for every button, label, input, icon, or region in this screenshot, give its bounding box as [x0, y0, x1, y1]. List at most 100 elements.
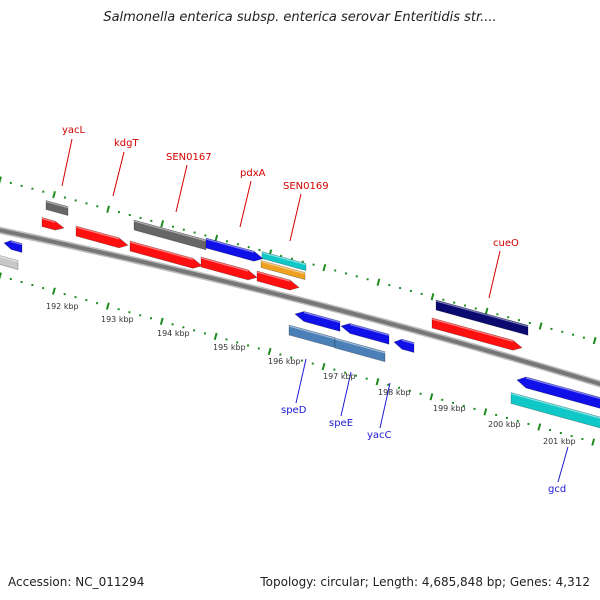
- gene-label-pdxA[interactable]: pdxA: [240, 168, 266, 179]
- scale-dot: [247, 344, 250, 347]
- scale-dot: [451, 401, 454, 404]
- gene-label-cueO[interactable]: cueO: [493, 238, 519, 249]
- scale-dot: [117, 308, 120, 311]
- gene-arrow-left-blue-highlight: [11, 240, 23, 246]
- scale-dot: [182, 326, 185, 329]
- scale-dot: [420, 292, 423, 295]
- scale-dot: [312, 263, 315, 266]
- gene-arrow-SEN0169[interactable]: [256, 270, 300, 291]
- gene-arrow-yacL-gray-highlight: [45, 200, 69, 209]
- scale-tick: [52, 190, 56, 199]
- gene-arrow-speE-highlight: [349, 323, 390, 336]
- scale-dot: [311, 362, 314, 365]
- gene-arrow-yacL[interactable]: [41, 217, 65, 231]
- gene-arrow-left-gray[interactable]: [0, 255, 19, 270]
- gene-arrow-yacL-gray[interactable]: [45, 200, 69, 216]
- gene-arrow-SEN0167[interactable]: [129, 240, 203, 269]
- scale-dot: [226, 240, 229, 243]
- scale-tick: [321, 362, 326, 371]
- scale-tick: [430, 293, 435, 301]
- gene-arrow-SEN0169-cyan[interactable]: [261, 251, 307, 271]
- scale-dot: [225, 338, 228, 341]
- gene-arrow-pdxA[interactable]: [200, 256, 258, 281]
- leader-SEN0167: [175, 164, 188, 213]
- scale-dot: [561, 330, 564, 333]
- gene-arrow-speE[interactable]: [340, 323, 390, 345]
- gene-arrow-left-gray-highlight: [0, 255, 19, 263]
- gene-arrow-speD-steel-highlight: [288, 325, 336, 340]
- gene-arrow-SEN0167-gray[interactable]: [133, 219, 207, 251]
- scale-dot: [419, 392, 422, 395]
- scale-dot: [149, 317, 152, 320]
- gene-arrow-kdgT[interactable]: [75, 225, 129, 249]
- scale-dot: [96, 205, 99, 208]
- gene-arrow-cueO[interactable]: [431, 317, 523, 351]
- gene-label-yacL[interactable]: yacL: [62, 125, 86, 136]
- gene-label-gcd[interactable]: gcd: [548, 484, 566, 495]
- map-title: Salmonella enterica subsp. enterica sero…: [103, 10, 497, 25]
- scale-dot: [559, 432, 562, 435]
- scale-dot: [85, 299, 88, 302]
- gene-label-SEN0169[interactable]: SEN0169: [283, 181, 329, 192]
- scale-tick: [267, 347, 272, 356]
- gene-arrow-gcd[interactable]: [516, 376, 600, 410]
- scale-tick: [159, 317, 164, 325]
- scale-dot: [473, 407, 476, 410]
- scale-dot: [550, 327, 553, 330]
- gene-label-speD[interactable]: speD: [281, 405, 307, 416]
- gene-arrow-speE-steel[interactable]: [334, 337, 386, 363]
- leader-speE: [340, 371, 352, 417]
- gene-arrow-SEN0169-orange[interactable]: [260, 260, 306, 280]
- scale-tick: [591, 438, 596, 446]
- scale-tick: [484, 307, 489, 316]
- gene-arrow-cueO-highlight: [431, 318, 514, 342]
- gene-arrow-yacL-highlight: [41, 217, 56, 223]
- gene-label-SEN0167[interactable]: SEN0167: [166, 152, 212, 163]
- scale-dot: [388, 284, 391, 287]
- gene-arrow-pdxA-highlight: [200, 257, 249, 272]
- scale-dot: [549, 429, 552, 432]
- gene-label-speE[interactable]: speE: [329, 418, 353, 429]
- gene-arrow-pdxA-blue[interactable]: [205, 237, 264, 262]
- scale-dot: [9, 278, 12, 281]
- scale-dot: [301, 260, 304, 263]
- gene-arrow-yacC[interactable]: [393, 338, 415, 353]
- scale-dot: [408, 389, 411, 392]
- scale-dot: [582, 336, 585, 339]
- gene-arrow-kdgT-highlight: [75, 226, 120, 240]
- scale-dot: [333, 368, 336, 371]
- scale-dot: [128, 311, 131, 314]
- scale-label: 192 kbp: [46, 302, 79, 311]
- gene-arrow-gcd-cyan[interactable]: [510, 392, 600, 429]
- leader-cueO: [488, 250, 501, 299]
- scale-dot: [258, 249, 261, 252]
- gene-arrow-cueO-navy[interactable]: [435, 299, 529, 336]
- leader-SEN0169: [289, 193, 302, 242]
- scale-dot: [280, 254, 283, 257]
- scale-dot: [117, 211, 120, 214]
- scale-dot: [193, 329, 196, 332]
- gene-label-kdgT[interactable]: kdgT: [114, 138, 139, 149]
- accession-text: Accession: NC_011294: [8, 575, 145, 589]
- gene-label-yacC[interactable]: yacC: [367, 430, 392, 441]
- scale-dot: [570, 435, 573, 438]
- scale-label: 197 kbp: [323, 372, 356, 381]
- gene-arrow-SEN0169-cyan-highlight: [261, 251, 307, 266]
- gene-layer: [0, 200, 600, 429]
- scale-dot: [63, 196, 66, 199]
- scale-dot: [20, 184, 23, 187]
- gene-arrow-left-blue[interactable]: [3, 240, 23, 253]
- gene-arrow-SEN0169-highlight: [256, 271, 291, 282]
- gene-arrow-speD[interactable]: [294, 311, 341, 332]
- scale-dot: [344, 371, 347, 374]
- scale-dot: [442, 298, 445, 301]
- gene-arrow-gcd-cyan-highlight: [510, 392, 600, 419]
- scale-dot: [74, 199, 77, 202]
- scale-dot: [507, 316, 510, 319]
- scale-dot: [96, 302, 99, 305]
- scale-dot: [355, 275, 358, 278]
- scale-dot: [182, 228, 185, 231]
- scale-dot: [409, 289, 412, 292]
- topology-text: Topology: circular; Length: 4,685,848 bp…: [260, 575, 590, 589]
